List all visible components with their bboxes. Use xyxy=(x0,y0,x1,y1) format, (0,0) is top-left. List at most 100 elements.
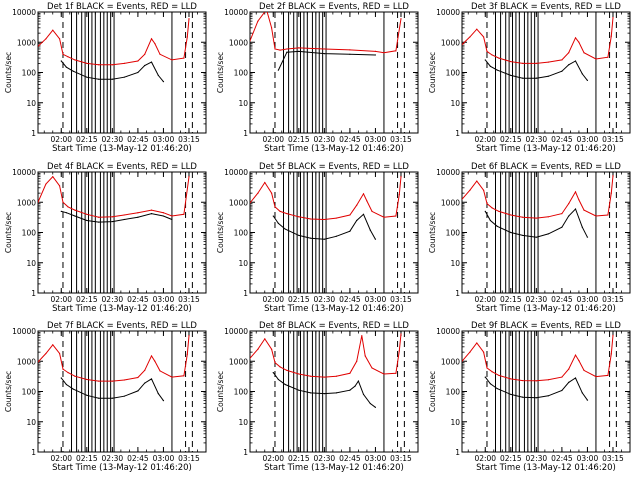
point-events xyxy=(586,79,589,81)
point-lld xyxy=(111,216,113,218)
point-events xyxy=(284,228,286,230)
y-tick-label: 1 xyxy=(31,448,36,457)
point-events xyxy=(150,213,153,215)
series-events xyxy=(60,60,164,82)
point-lld xyxy=(476,342,478,344)
point-lld xyxy=(612,17,614,19)
y-tick-label: 10000 xyxy=(436,8,460,17)
point-events xyxy=(586,236,589,238)
x-axis-label: Start Time (13-May-12 01:46:20) xyxy=(476,144,616,154)
x-tick-label: 02:00 xyxy=(474,135,496,144)
x-tick-label: 03:15 xyxy=(602,295,624,304)
point-events xyxy=(123,395,125,397)
point-events xyxy=(123,218,125,221)
panel-det-1: Det 1f BLACK = Events, RED = LLD 1 10 100 10… xyxy=(4,2,207,154)
y-tick-label: 10000 xyxy=(12,168,36,177)
y-axis-label: Counts/sec xyxy=(4,52,13,93)
x-tick-label: 03:15 xyxy=(602,135,624,144)
series-events xyxy=(272,213,376,240)
point-events xyxy=(272,215,274,217)
series-lld xyxy=(38,335,190,382)
x-tick-label: 02:15 xyxy=(76,454,98,463)
point-lld xyxy=(270,27,273,29)
x-tick-label: 02:45 xyxy=(127,295,149,304)
point-lld xyxy=(257,192,259,194)
point-lld xyxy=(362,193,365,195)
point-events xyxy=(111,397,113,399)
point-lld xyxy=(45,183,47,185)
point-lld xyxy=(568,368,570,370)
point-events xyxy=(171,218,173,221)
point-lld xyxy=(476,28,478,30)
point-events xyxy=(298,234,300,237)
point-lld xyxy=(183,57,185,59)
y-tick-label: 10000 xyxy=(224,327,248,336)
point-events xyxy=(496,69,498,71)
panel-title: Det 9f BLACK = Events, RED = LLD xyxy=(471,321,621,331)
point-events xyxy=(277,378,279,381)
point-lld xyxy=(279,210,281,212)
point-lld xyxy=(610,35,612,37)
point-lld xyxy=(349,49,351,51)
point-lld xyxy=(74,59,76,61)
panel-det-4: Det 4f BLACK = Events, RED = LLD 1 10 100 10… xyxy=(4,162,207,314)
point-lld xyxy=(356,204,358,206)
y-axis-label: Counts/sec xyxy=(216,52,225,93)
point-events xyxy=(60,377,62,379)
point-lld xyxy=(486,203,488,205)
x-tick-label: 03:15 xyxy=(390,135,412,144)
point-lld xyxy=(98,64,100,66)
panel-det-5: Det 5f BLACK = Events, RED = LLD 1 10 100 10… xyxy=(216,162,419,314)
point-lld xyxy=(123,62,125,64)
y-tick-label: 1 xyxy=(455,129,460,138)
point-lld xyxy=(578,41,580,43)
point-lld xyxy=(52,176,54,178)
point-events xyxy=(581,392,583,394)
point-lld xyxy=(469,189,471,191)
point-lld xyxy=(98,216,100,218)
panel-title: Det 6f BLACK = Events, RED = LLD xyxy=(471,162,621,172)
point-lld xyxy=(123,214,125,216)
point-lld xyxy=(188,18,190,20)
x-tick-label: 02:30 xyxy=(102,135,124,144)
series-events xyxy=(60,377,164,401)
x-tick-label: 02:30 xyxy=(526,135,548,144)
point-lld xyxy=(74,209,76,211)
point-events xyxy=(374,238,377,240)
point-lld xyxy=(159,53,161,55)
point-lld xyxy=(498,57,500,59)
panel-title: Det 2f BLACK = Events, RED = LLD xyxy=(259,2,409,12)
x-tick-label: 02:45 xyxy=(127,135,149,144)
panel-title: Det 5f BLACK = Events, RED = LLD xyxy=(259,162,409,172)
point-lld xyxy=(137,376,139,379)
x-tick-label: 03:00 xyxy=(153,295,175,304)
point-lld xyxy=(462,199,463,201)
panel-title: Det 1f BLACK = Events, RED = LLD xyxy=(47,2,197,12)
x-tick-label: 02:45 xyxy=(339,295,361,304)
point-events xyxy=(74,215,76,217)
y-tick-label: 100 xyxy=(234,69,249,78)
point-lld xyxy=(574,354,577,356)
x-tick-label: 02:45 xyxy=(551,135,573,144)
point-events xyxy=(286,51,288,53)
point-lld xyxy=(264,181,266,184)
point-events xyxy=(137,216,139,218)
y-axis-label: Counts/sec xyxy=(216,371,225,412)
point-events xyxy=(157,74,159,77)
panel-title: Det 7f BLACK = Events, RED = LLD xyxy=(47,321,197,331)
y-axis-label: Counts/sec xyxy=(216,212,225,253)
point-events xyxy=(86,219,88,222)
x-axis-label: Start Time (13-May-12 01:46:20) xyxy=(476,304,616,314)
point-events xyxy=(65,212,67,214)
point-events xyxy=(335,392,337,394)
point-lld xyxy=(150,209,153,211)
point-lld xyxy=(298,373,300,375)
point-lld xyxy=(264,338,266,340)
x-tick-label: 03:00 xyxy=(365,135,387,144)
point-events xyxy=(484,59,486,61)
point-lld xyxy=(183,375,185,377)
x-tick-label: 02:45 xyxy=(551,295,573,304)
x-tick-label: 03:00 xyxy=(365,295,387,304)
point-events xyxy=(137,71,139,74)
x-axis-label: Start Time (13-May-12 01:46:20) xyxy=(264,304,404,314)
